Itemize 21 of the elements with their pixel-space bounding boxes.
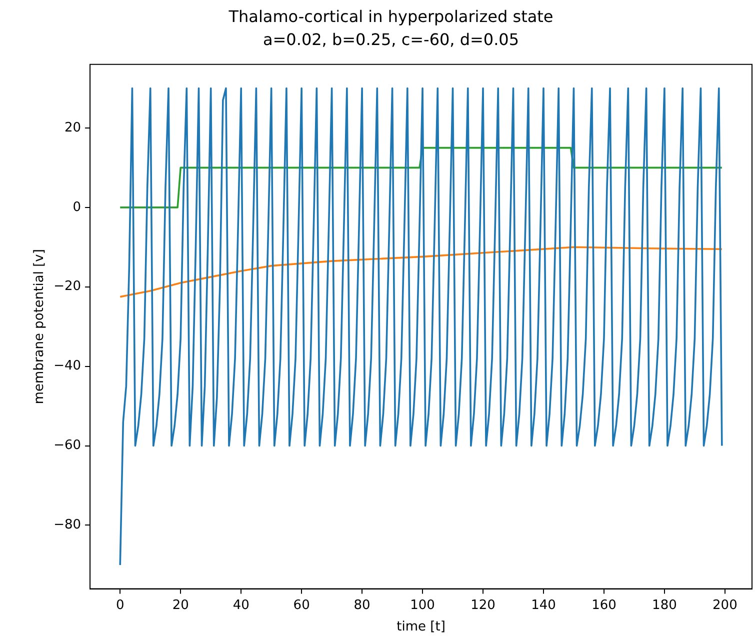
x-tick-label: 20 (172, 598, 189, 613)
chart-subtitle: a=0.02, b=0.25, c=-60, d=0.05 (262, 30, 520, 49)
y-tick-label: −40 (54, 358, 82, 374)
x-tick-label: 200 (712, 598, 738, 613)
y-tick-label: −20 (54, 279, 82, 294)
x-tick-label: 0 (116, 598, 124, 613)
y-tick-label: −80 (54, 518, 82, 533)
x-tick-label: 40 (232, 598, 250, 613)
x-tick-label: 80 (354, 598, 370, 613)
y-tick-label: 20 (64, 120, 82, 136)
y-tick-label: −60 (54, 438, 82, 454)
x-tick-label: 140 (531, 598, 556, 613)
y-axis-title: membrane potential [v] (32, 249, 48, 404)
x-tick-label: 180 (652, 598, 677, 613)
x-tick-label: 60 (293, 598, 310, 613)
x-tick-label: 100 (410, 598, 435, 613)
x-tick-label: 120 (470, 598, 496, 613)
y-tick-label: 0 (72, 200, 82, 215)
x-tick-label: 160 (592, 598, 616, 613)
x-axis-title: time [t] (396, 620, 446, 635)
chart-title: Thalamo-cortical in hyperpolarized state (228, 6, 554, 26)
